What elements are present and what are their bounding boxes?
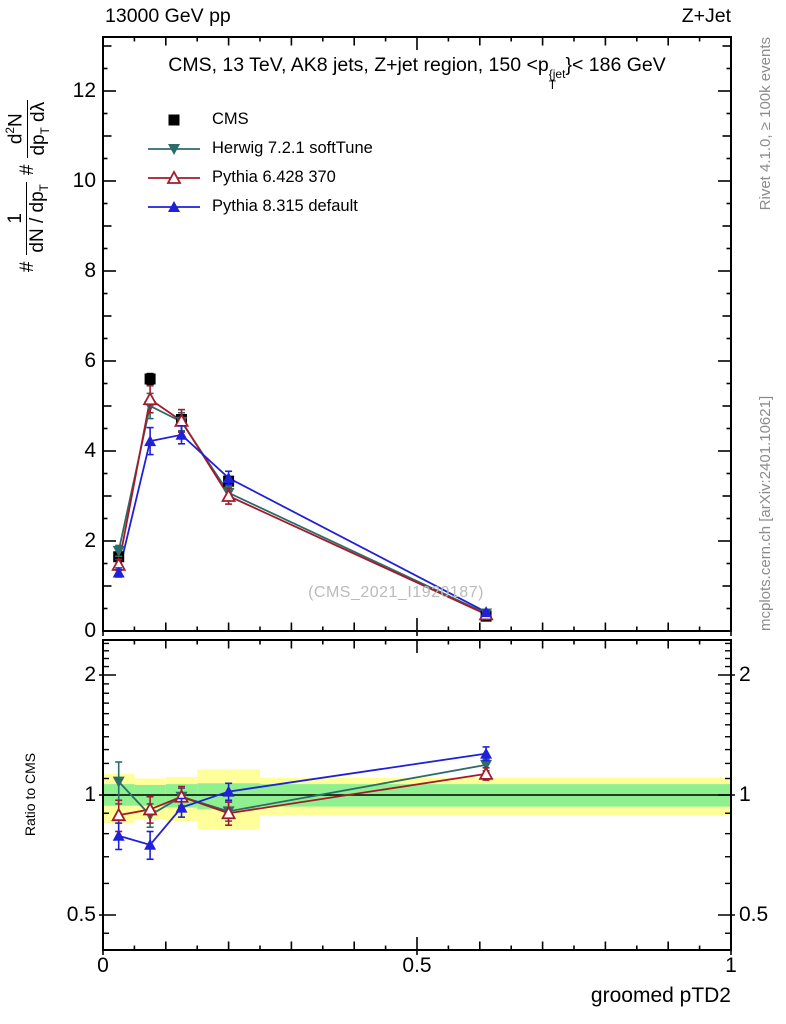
legend-item: Herwig 7.2.1 softTune xyxy=(147,134,373,163)
legend-item: Pythia 8.315 default xyxy=(147,192,373,221)
tick-label: 0 xyxy=(84,619,96,642)
legend: CMS Herwig 7.2.1 softTune Pythia 6.428 370… xyxy=(147,105,373,221)
panel-title-sub: T xyxy=(548,78,557,92)
pythia-marker-icon xyxy=(148,169,200,184)
legend-item: CMS xyxy=(147,105,373,134)
tick-label: 1 xyxy=(725,954,737,977)
panel-title-supsub: {jet T xyxy=(548,67,566,92)
mcplots-note: mcplots.cern.ch [arXiv:2401.10621] xyxy=(757,395,774,631)
tick-label: 6 xyxy=(84,349,96,372)
legend-item: Pythia 6.428 370 xyxy=(147,163,373,192)
legend-label: Pythia 6.428 370 xyxy=(212,168,336,186)
tick-label: 8 xyxy=(84,259,96,282)
beam-energy-label: 13000 GeV pp xyxy=(105,5,231,27)
pythia-marker-icon xyxy=(148,200,200,212)
process-label: Z+Jet xyxy=(681,5,731,27)
panel-title-sup: {jet xyxy=(548,67,566,81)
cms-marker-icon xyxy=(168,114,180,125)
tick-label: 2 xyxy=(84,529,96,552)
tick-label: 0 xyxy=(97,954,109,977)
tick-label: 4 xyxy=(84,439,96,462)
rivet-version-note: Rivet 4.1.0, ≥ 100k events xyxy=(757,37,774,211)
tick-label: 0.5 xyxy=(739,903,769,926)
tick-label: 2 xyxy=(739,663,751,686)
tick-label: 1 xyxy=(739,783,751,806)
legend-label: Herwig 7.2.1 softTune xyxy=(212,139,373,157)
x-axis-title: groomed pTD2 xyxy=(590,984,731,1007)
herwig-marker-icon xyxy=(148,143,200,155)
tick-label: 12 xyxy=(72,79,96,102)
watermark: (CMS_2021_I1920187) xyxy=(308,584,484,601)
tick-label: 0.5 xyxy=(66,903,96,926)
y-axis-fraction-2: d2N dpT dλ xyxy=(4,99,52,158)
panel-title-post: }< 186 GeV xyxy=(565,54,666,76)
panel-title: CMS, 13 TeV, AK8 jets, Z+jet region, 150… xyxy=(103,54,731,91)
panel-title-pre: CMS, 13 TeV, AK8 jets, Z+jet region, 150… xyxy=(168,54,549,76)
legend-label: Pythia 8.315 default xyxy=(212,197,358,215)
legend-label: CMS xyxy=(212,110,249,128)
tick-label: 0.5 xyxy=(402,954,432,977)
tick-label: 1 xyxy=(84,783,96,806)
tick-label: 2 xyxy=(84,663,96,686)
tick-label: 10 xyxy=(72,169,96,192)
